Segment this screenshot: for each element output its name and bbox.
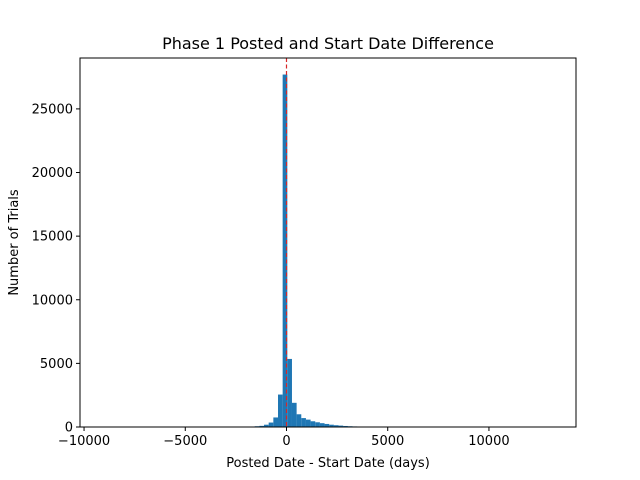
x-tick-label: 0 (282, 434, 290, 449)
histogram-bar (291, 402, 297, 427)
histogram-bar (305, 419, 311, 427)
x-tick-label: −5000 (163, 434, 207, 449)
x-axis-ticks: −10000 −5000 0 5000 10000 (58, 427, 510, 449)
histogram-bar (287, 358, 292, 427)
y-tick-label: 25000 (32, 102, 73, 117)
histogram-bars (250, 74, 367, 427)
histogram-bar (315, 422, 320, 427)
y-tick-label: 20000 (32, 166, 73, 181)
chart-title: Phase 1 Posted and Start Date Difference (162, 34, 494, 53)
x-tick-label: 5000 (371, 434, 404, 449)
histogram-bar (282, 74, 288, 427)
histogram-bar (324, 423, 330, 427)
x-tick-label: −10000 (58, 434, 110, 449)
y-tick-label: 10000 (32, 293, 73, 308)
histogram-bar (301, 418, 306, 427)
histogram-bar (319, 423, 325, 427)
histogram-bar (333, 425, 339, 427)
y-tick-label: 5000 (40, 357, 73, 372)
x-axis-label: Posted Date - Start Date (days) (226, 456, 430, 471)
x-tick-label: 10000 (468, 434, 509, 449)
y-tick-label: 0 (65, 421, 73, 436)
histogram-bar (273, 417, 278, 427)
histogram-bar (310, 421, 316, 427)
y-tick-label: 15000 (32, 230, 73, 245)
histogram-bar (338, 425, 344, 427)
y-axis-ticks: 0 5000 10000 15000 20000 25000 (32, 102, 80, 436)
histogram-bar (343, 425, 348, 427)
histogram-bar (329, 424, 334, 427)
histogram-bar (259, 425, 265, 427)
histogram-bar (268, 422, 274, 427)
histogram-bar (278, 394, 283, 427)
histogram-bar (296, 414, 302, 427)
plot-area-frame (79, 57, 577, 428)
y-axis-label: Number of Trials (7, 189, 22, 296)
histogram-bar (264, 424, 269, 427)
